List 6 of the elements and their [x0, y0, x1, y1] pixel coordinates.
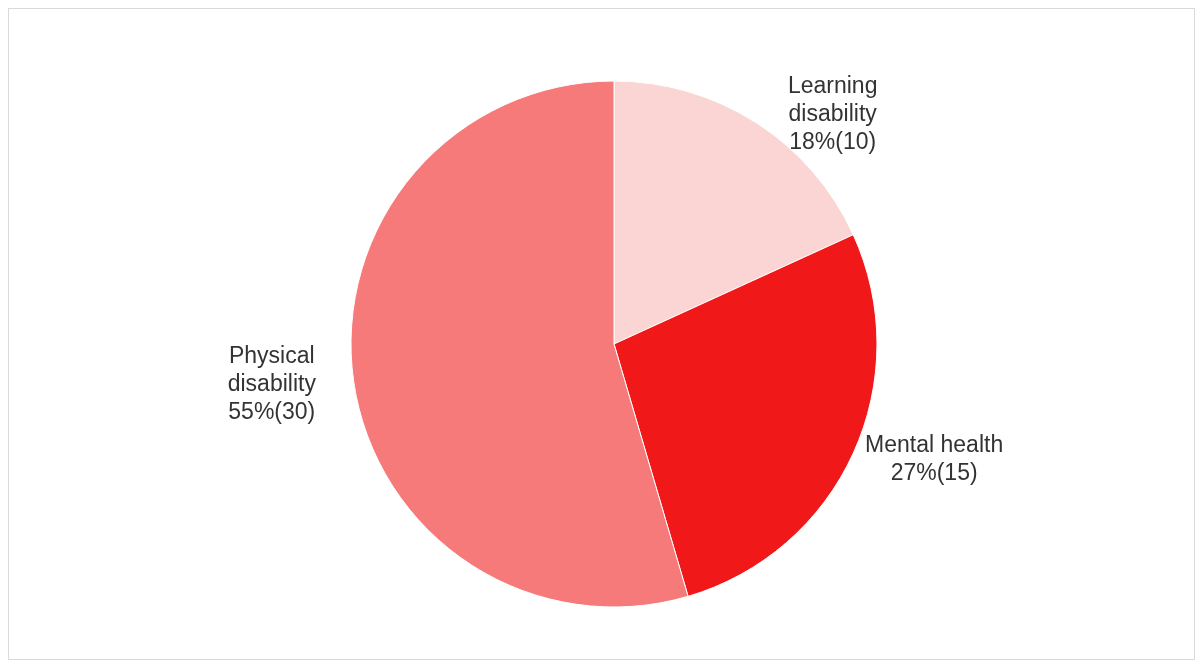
- slice-label: Physical disability: [227, 342, 317, 397]
- data-label: 18%(10): [789, 127, 877, 154]
- slice-label: Learning disability: [787, 71, 878, 126]
- data-label: 27%(15): [890, 459, 978, 486]
- data-label: 55%(30): [228, 398, 316, 425]
- slice-label: Mental health: [865, 431, 1004, 458]
